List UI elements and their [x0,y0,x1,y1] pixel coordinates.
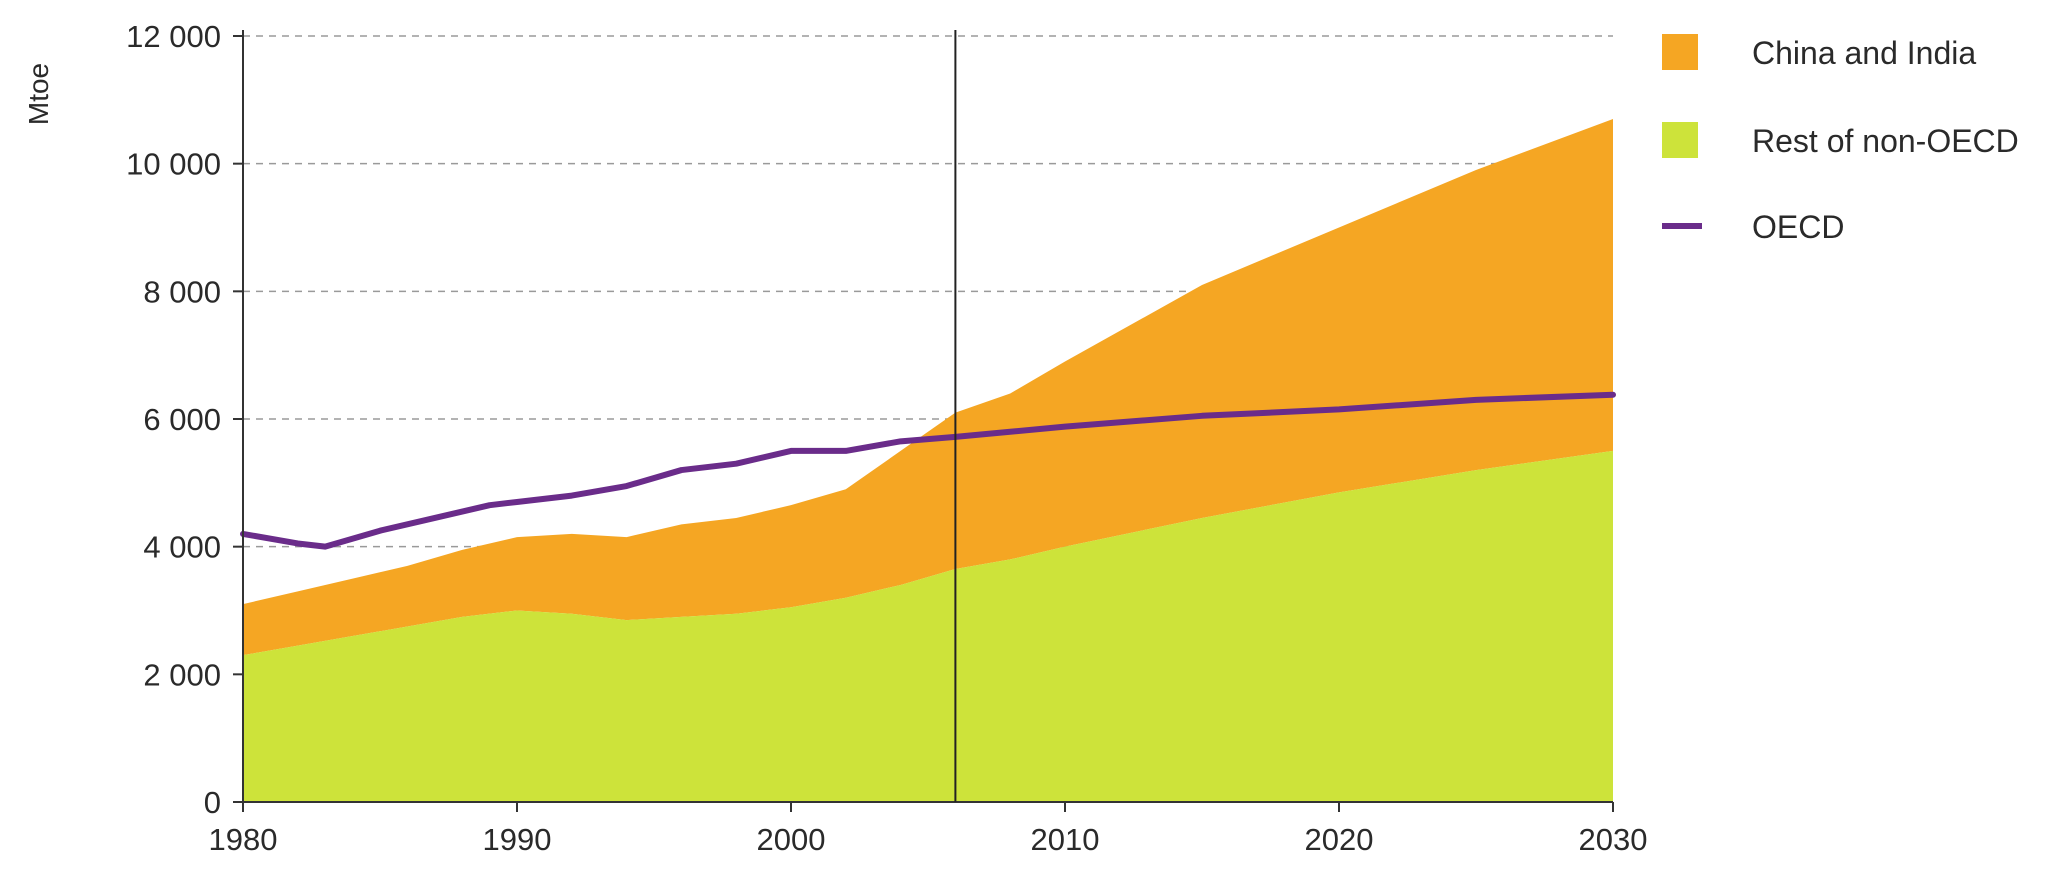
legend-swatch-rest-of-non-oecd [1662,122,1698,158]
y-axis-title: Mtoe [23,63,54,125]
y-tick-label: 4 000 [143,530,221,565]
area-china-and-india [243,118,1613,656]
x-tick-label: 2010 [1031,822,1100,857]
tick-labels: 0 2 000 4 000 6 000 8 000 10 000 12 000 1980 199… [126,19,1647,857]
x-tick-label: 2030 [1579,822,1648,857]
line-oecd [240,391,1616,550]
x-tick-label: 1990 [483,822,552,857]
line-layer [240,391,1616,550]
legend-label-oecd: OECD [1752,209,1844,245]
area-rest-of-non-oecd [243,450,1613,802]
y-tick-label: 0 [204,785,221,820]
y-tick-label: 10 000 [126,147,221,182]
legend: China and India Rest of non-OECD OECD [1662,34,2019,245]
area-layer [243,118,1613,802]
legend-swatch-china-and-india [1662,34,1698,70]
y-tick-label: 8 000 [143,274,221,309]
legend-label-rest-of-non-oecd: Rest of non-OECD [1752,123,2019,159]
x-tick-label: 1980 [209,822,278,857]
legend-label-china-and-india: China and India [1752,35,1976,71]
axes [233,30,1614,812]
x-tick-label: 2000 [757,822,826,857]
y-tick-label: 12 000 [126,19,221,54]
y-tick-label: 2 000 [143,657,221,692]
x-tick-label: 2020 [1305,822,1374,857]
y-tick-label: 6 000 [143,402,221,437]
